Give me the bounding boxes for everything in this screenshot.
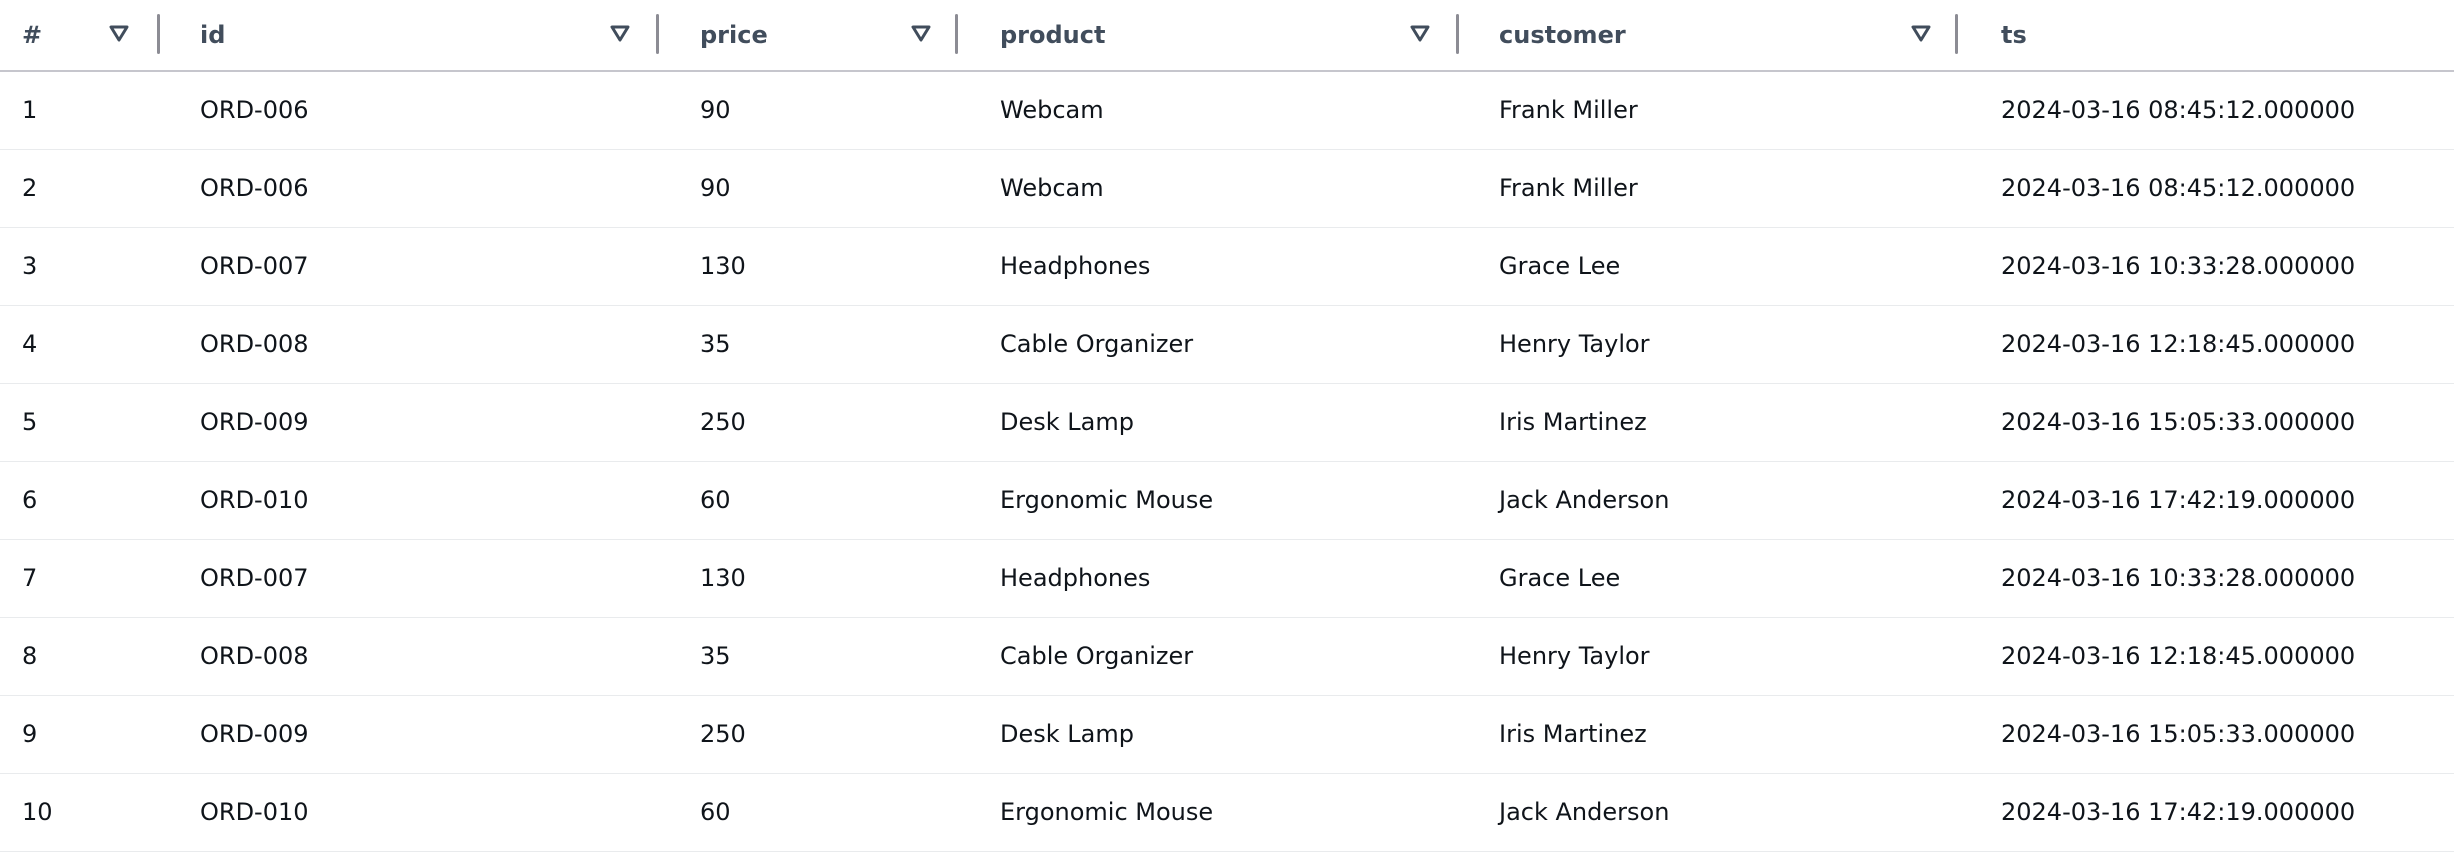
cell-customer: Jack Anderson [1499, 486, 1670, 514]
cell-ts: 2024-03-16 10:33:28.000000 [2001, 564, 2356, 592]
cell-index: 9 [22, 720, 38, 748]
column-header-customer[interactable]: customer [1499, 21, 1626, 49]
cell-product: Ergonomic Mouse [1000, 486, 1214, 514]
cell-ts: 2024-03-16 17:42:19.000000 [2001, 486, 2356, 514]
cell-price: 90 [700, 96, 731, 124]
column-resize-handle[interactable] [955, 14, 958, 54]
cell-index: 10 [22, 798, 53, 826]
grid-body: 1 ORD-006 90 Webcam Frank Miller 2024-03-16 0… [0, 72, 2454, 852]
cell-ts: 2024-03-16 15:05:33.000000 [2001, 720, 2356, 748]
table-row[interactable]: 2 ORD-006 90 Webcam Frank Miller 2024-03-16 0… [0, 150, 2454, 228]
table-row[interactable]: 4 ORD-008 35 Cable Organizer Henry Taylor 202… [0, 306, 2454, 384]
table-row[interactable]: 1 ORD-006 90 Webcam Frank Miller 2024-03-16 0… [0, 72, 2454, 150]
cell-index: 3 [22, 252, 38, 280]
table-row[interactable]: 7 ORD-007 130 Headphones Grace Lee 2024-03-16… [0, 540, 2454, 618]
column-header-price[interactable]: price [700, 21, 768, 49]
cell-customer: Frank Miller [1499, 96, 1638, 124]
cell-index: 7 [22, 564, 38, 592]
cell-customer: Iris Martinez [1499, 408, 1647, 436]
table-row[interactable]: 3 ORD-007 130 Headphones Grace Lee 2024-03-16… [0, 228, 2454, 306]
cell-customer: Grace Lee [1499, 564, 1621, 592]
cell-index: 6 [22, 486, 38, 514]
table-row[interactable]: 9 ORD-009 250 Desk Lamp Iris Martinez 2024-03… [0, 696, 2454, 774]
cell-customer: Iris Martinez [1499, 720, 1647, 748]
cell-product: Cable Organizer [1000, 330, 1194, 358]
cell-index: 5 [22, 408, 38, 436]
filter-icon[interactable] [1409, 22, 1431, 44]
cell-product: Ergonomic Mouse [1000, 798, 1214, 826]
cell-price: 130 [700, 564, 746, 592]
cell-customer: Henry Taylor [1499, 642, 1650, 670]
cell-ts: 2024-03-16 17:42:19.000000 [2001, 798, 2356, 826]
column-resize-handle[interactable] [656, 14, 659, 54]
cell-id: ORD-006 [200, 174, 309, 202]
table-row[interactable]: 8 ORD-008 35 Cable Organizer Henry Taylor 202… [0, 618, 2454, 696]
table-row[interactable]: 5 ORD-009 250 Desk Lamp Iris Martinez 2024-03… [0, 384, 2454, 462]
cell-id: ORD-008 [200, 330, 309, 358]
filter-icon[interactable] [1910, 22, 1932, 44]
cell-product: Headphones [1000, 564, 1151, 592]
table-row[interactable]: 10 ORD-010 60 Ergonomic Mouse Jack Anderson 2… [0, 774, 2454, 852]
cell-index: 4 [22, 330, 38, 358]
column-header-id[interactable]: id [200, 21, 226, 49]
cell-ts: 2024-03-16 15:05:33.000000 [2001, 408, 2356, 436]
cell-price: 250 [700, 408, 746, 436]
cell-price: 35 [700, 642, 731, 670]
filter-icon[interactable] [609, 22, 631, 44]
cell-price: 250 [700, 720, 746, 748]
cell-ts: 2024-03-16 08:45:12.000000 [2001, 96, 2356, 124]
column-header-product[interactable]: product [1000, 21, 1106, 49]
cell-product: Headphones [1000, 252, 1151, 280]
cell-index: 1 [22, 96, 38, 124]
cell-customer: Frank Miller [1499, 174, 1638, 202]
cell-customer: Jack Anderson [1499, 798, 1670, 826]
cell-id: ORD-009 [200, 720, 309, 748]
cell-ts: 2024-03-16 12:18:45.000000 [2001, 330, 2356, 358]
header-row: # id price product customer ts [0, 0, 2454, 72]
cell-price: 90 [700, 174, 731, 202]
table-row[interactable]: 6 ORD-010 60 Ergonomic Mouse Jack Anderson 20… [0, 462, 2454, 540]
cell-index: 8 [22, 642, 38, 670]
cell-product: Desk Lamp [1000, 720, 1134, 748]
cell-price: 35 [700, 330, 731, 358]
cell-id: ORD-010 [200, 798, 309, 826]
cell-id: ORD-007 [200, 564, 309, 592]
column-resize-handle[interactable] [1955, 14, 1958, 54]
cell-customer: Grace Lee [1499, 252, 1621, 280]
cell-product: Cable Organizer [1000, 642, 1194, 670]
cell-id: ORD-007 [200, 252, 309, 280]
column-header-ts[interactable]: ts [2001, 21, 2027, 49]
cell-index: 2 [22, 174, 38, 202]
cell-ts: 2024-03-16 10:33:28.000000 [2001, 252, 2356, 280]
filter-icon[interactable] [910, 22, 932, 44]
column-header-index[interactable]: # [22, 21, 43, 49]
cell-customer: Henry Taylor [1499, 330, 1650, 358]
cell-price: 130 [700, 252, 746, 280]
cell-price: 60 [700, 798, 731, 826]
cell-price: 60 [700, 486, 731, 514]
cell-id: ORD-009 [200, 408, 309, 436]
column-resize-handle[interactable] [1456, 14, 1459, 54]
cell-id: ORD-008 [200, 642, 309, 670]
filter-icon[interactable] [108, 22, 130, 44]
cell-product: Desk Lamp [1000, 408, 1134, 436]
cell-ts: 2024-03-16 08:45:12.000000 [2001, 174, 2356, 202]
cell-ts: 2024-03-16 12:18:45.000000 [2001, 642, 2356, 670]
cell-id: ORD-010 [200, 486, 309, 514]
cell-product: Webcam [1000, 174, 1104, 202]
cell-id: ORD-006 [200, 96, 309, 124]
column-resize-handle[interactable] [157, 14, 160, 54]
cell-product: Webcam [1000, 96, 1104, 124]
